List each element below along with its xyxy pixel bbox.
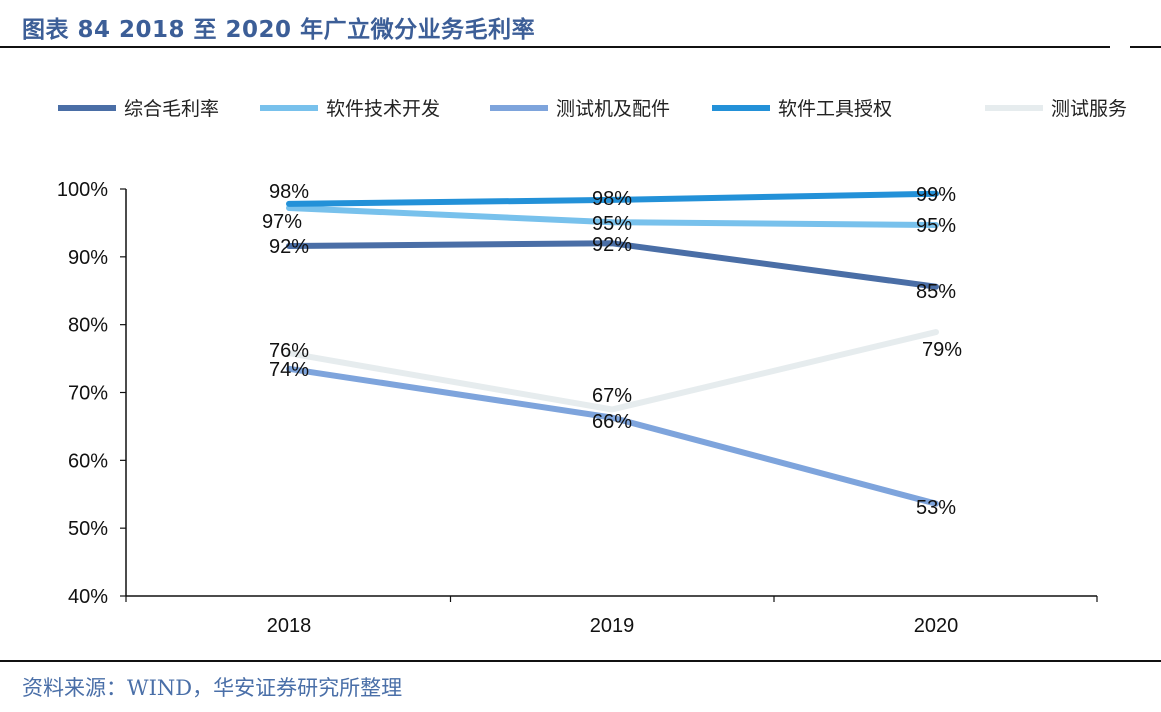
legend-label: 软件技术开发 <box>326 98 440 120</box>
data-label: 92% <box>269 236 309 258</box>
legend-label: 测试机及配件 <box>556 98 670 120</box>
data-label: 74% <box>269 359 309 381</box>
legend-label: 测试服务 <box>1051 98 1127 120</box>
series-line-3 <box>286 190 939 207</box>
x-tick-label: 2020 <box>914 615 959 637</box>
y-tick-label: 70% <box>68 383 108 405</box>
data-label: 98% <box>269 181 309 203</box>
series-line-1 <box>286 205 939 228</box>
legend-label: 综合毛利率 <box>124 98 219 120</box>
source-note: 资料来源：WIND，华安证券研究所整理 <box>22 676 403 700</box>
data-label: 66% <box>592 411 632 433</box>
data-label: 85% <box>916 281 956 303</box>
top-rule <box>0 46 1110 48</box>
bottom-rule <box>0 660 1161 662</box>
data-label: 95% <box>592 213 632 235</box>
data-label: 53% <box>916 497 956 519</box>
chart-title: 图表 84 2018 至 2020 年广立微分业务毛利率 <box>22 17 536 43</box>
series-line-0 <box>286 240 939 290</box>
y-tick-label: 40% <box>68 586 108 608</box>
data-label: 76% <box>269 340 309 362</box>
y-tick-label: 90% <box>68 247 108 269</box>
y-tick-label: 100% <box>57 179 108 201</box>
x-tick-label: 2018 <box>267 615 312 637</box>
data-label: 99% <box>916 184 956 206</box>
data-label: 95% <box>916 215 956 237</box>
top-rule-right <box>1130 46 1161 48</box>
series-line-2 <box>286 365 939 507</box>
x-tick-label: 2019 <box>590 615 635 637</box>
data-label: 98% <box>592 188 632 210</box>
data-label: 79% <box>922 339 962 361</box>
y-tick-label: 60% <box>68 450 108 472</box>
legend-label: 软件工具授权 <box>778 98 892 120</box>
series-line-4 <box>286 329 939 413</box>
data-label: 92% <box>592 234 632 256</box>
data-label: 97% <box>262 211 302 233</box>
y-tick-label: 50% <box>68 518 108 540</box>
y-tick-label: 80% <box>68 315 108 337</box>
data-label: 67% <box>592 385 632 407</box>
